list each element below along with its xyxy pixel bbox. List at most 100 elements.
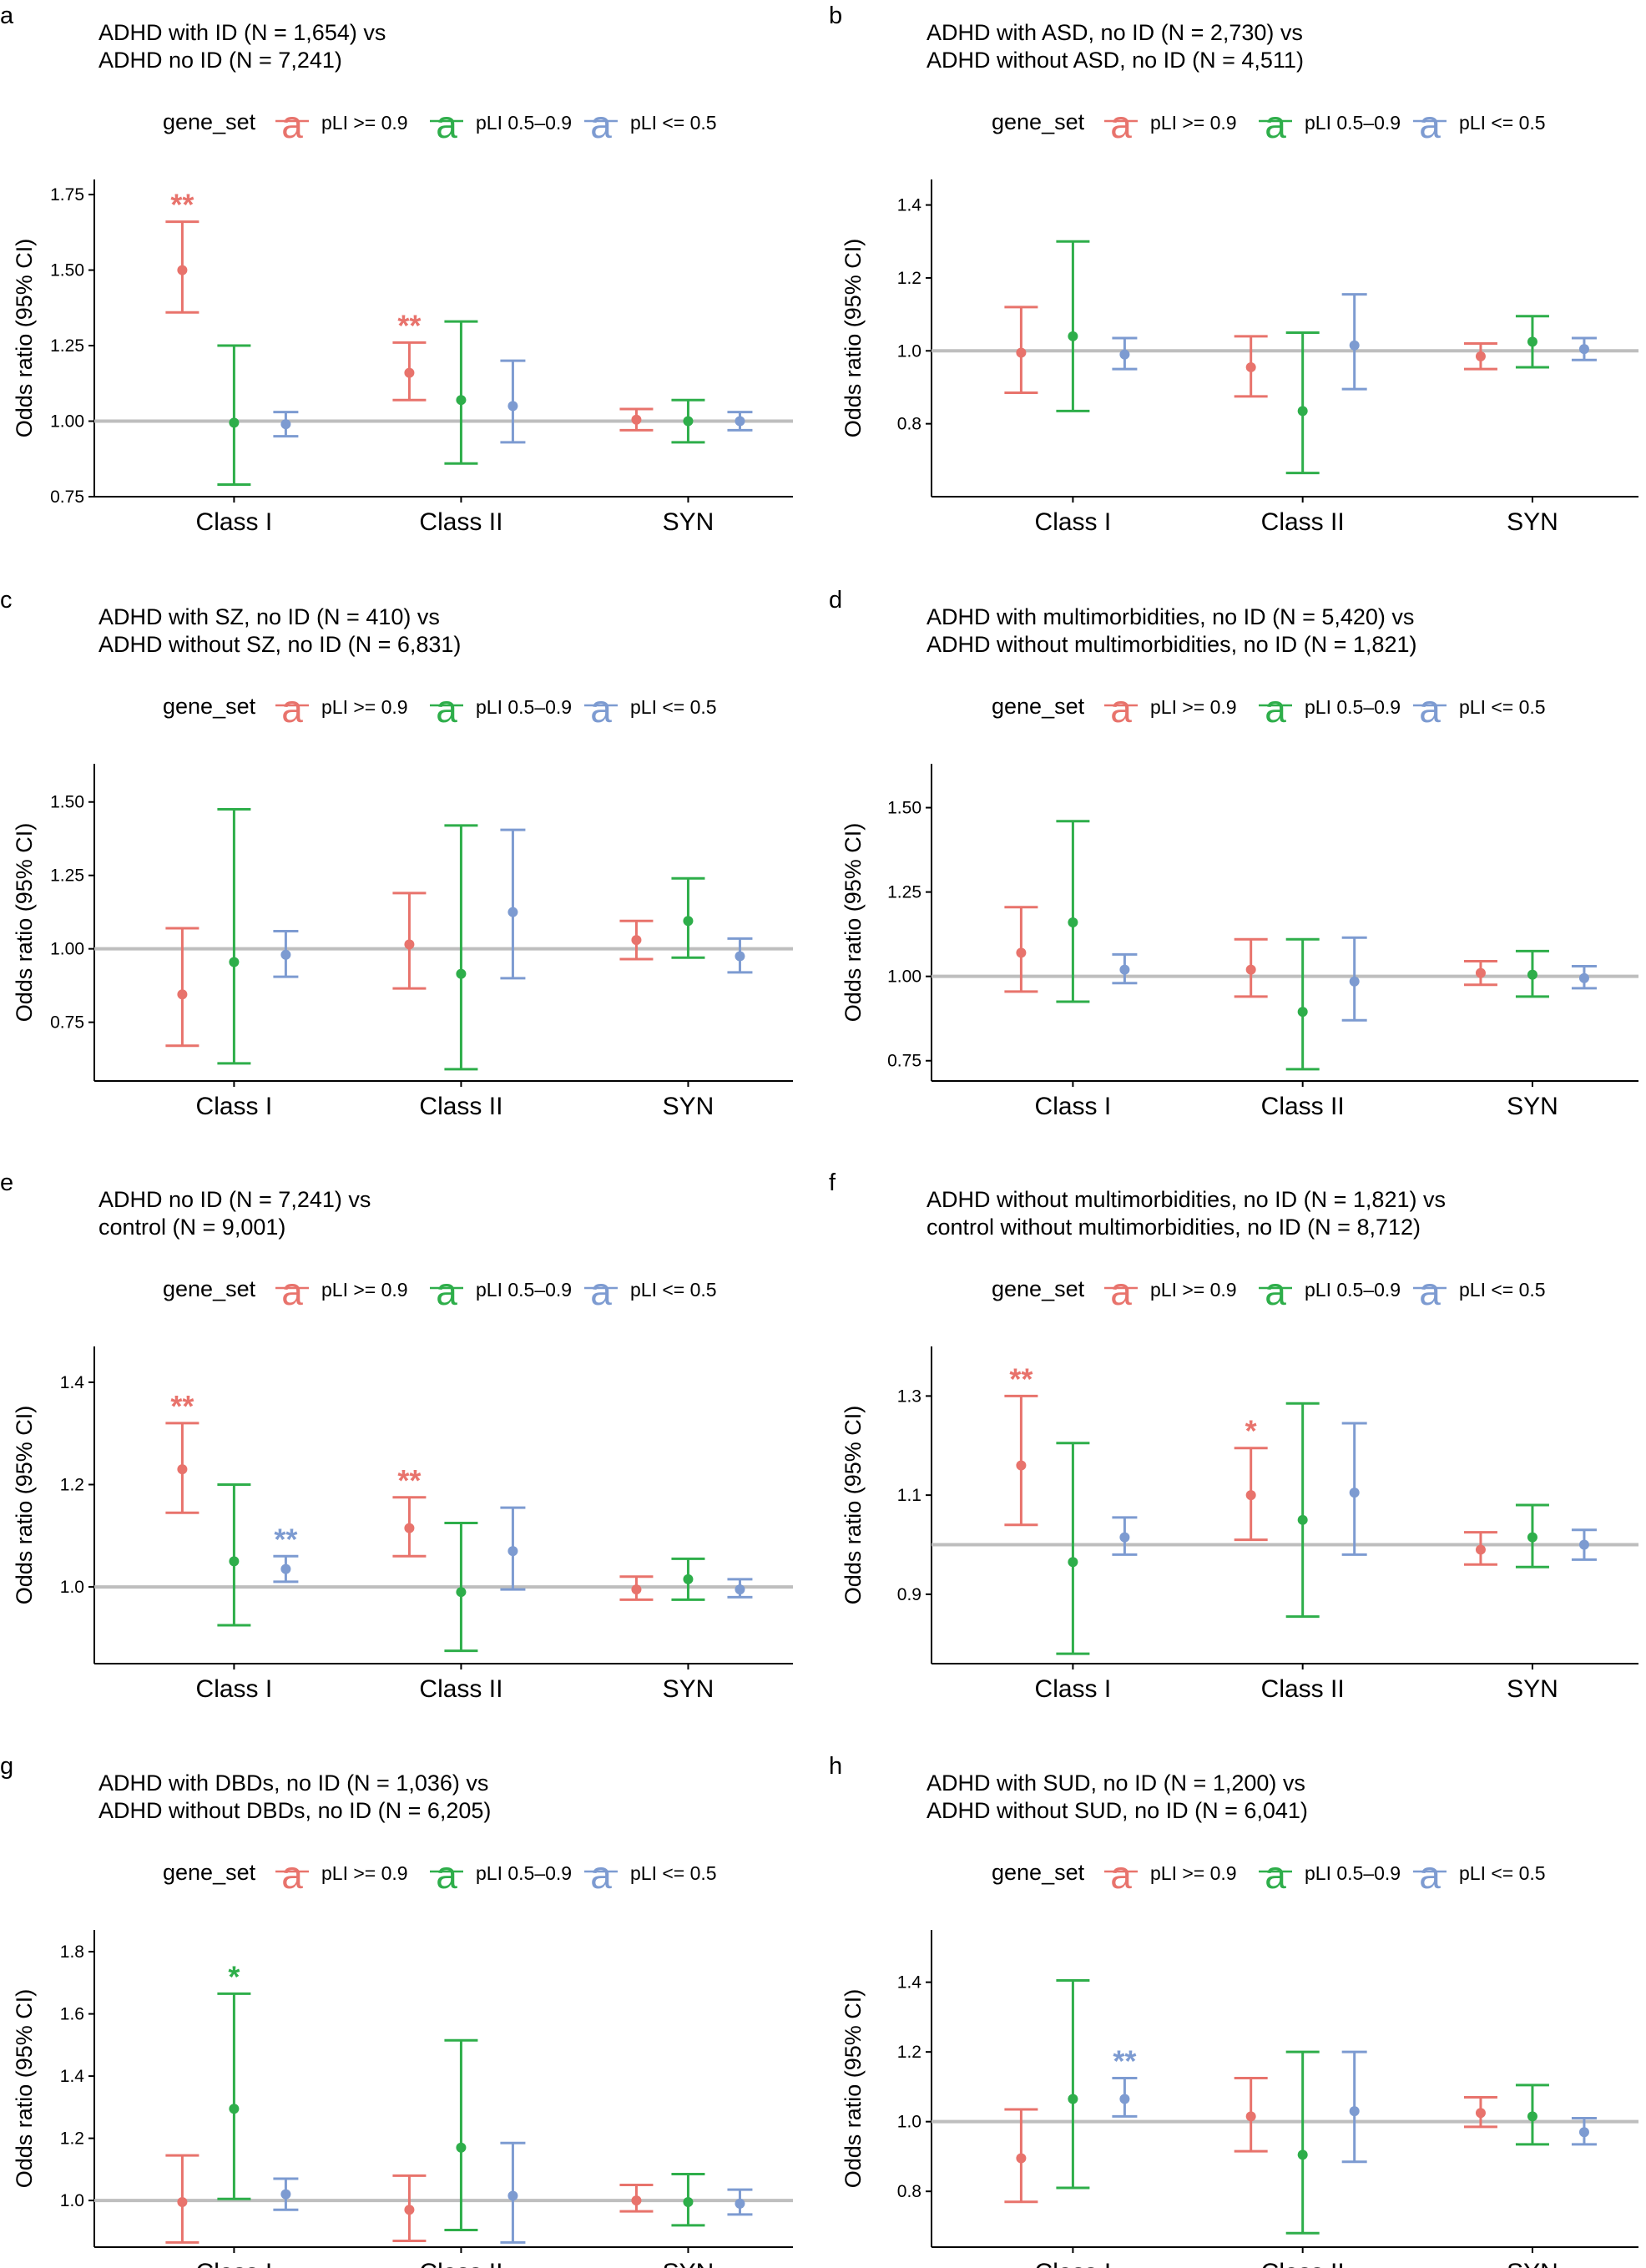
- y-tick-label: 1.25: [50, 336, 84, 356]
- x-tick-label: Class I: [196, 1675, 273, 1703]
- errorbar-mark: [1571, 336, 1597, 361]
- odds-ratio-point: [280, 419, 291, 430]
- odds-ratio-point: [1068, 331, 1078, 341]
- errorbar-mark: [1112, 336, 1138, 371]
- odds-ratio-point: [735, 1584, 745, 1595]
- odds-ratio-point: [1016, 2153, 1027, 2164]
- x-tick-label: Class II: [419, 1675, 502, 1703]
- odds-ratio-point: [1475, 1544, 1486, 1555]
- y-tick-label: 1.00: [50, 940, 84, 959]
- panel-title-line: ADHD without multimorbidities, no ID (N …: [927, 632, 1416, 657]
- odds-ratio-point: [683, 1573, 694, 1584]
- errorbar-mark: [1463, 342, 1497, 371]
- errorbar-mark: *: [217, 1959, 251, 2200]
- legend-item: a pLI <= 0.5: [584, 1270, 717, 1313]
- odds-ratio-point: [507, 1546, 518, 1557]
- legend-title: gene_set: [992, 1276, 1085, 1301]
- odds-ratio-point: [456, 2142, 467, 2153]
- legend-item: a pLI >= 0.9: [275, 687, 408, 730]
- significance-star: **: [397, 1463, 421, 1498]
- errorbar-mark: [1571, 965, 1597, 990]
- legend-title: gene_set: [163, 109, 256, 134]
- errorbar-mark: [273, 2177, 299, 2211]
- legend-key-glyph: a: [590, 687, 612, 730]
- odds-ratio-point: [404, 1523, 415, 1533]
- significance-star: **: [170, 188, 194, 222]
- errorbar-mark: **: [392, 308, 427, 402]
- errorbar-mark: [1056, 240, 1090, 412]
- odds-ratio-point: [456, 968, 467, 979]
- legend-label: pLI >= 0.9: [321, 112, 408, 134]
- x-tick-label: SYN: [1507, 1093, 1558, 1120]
- errorbar-mark: [1112, 1516, 1138, 1556]
- odds-ratio-point: [280, 1563, 291, 1574]
- y-tick-label: 0.75: [50, 487, 84, 507]
- errorbar-mark: [1056, 1979, 1090, 2190]
- odds-ratio-point: [1016, 347, 1027, 358]
- legend-label: pLI 0.5–0.9: [1305, 696, 1401, 718]
- panel-title-line: ADHD without DBDs, no ID (N = 6,205): [98, 1798, 491, 1823]
- significance-star: **: [170, 1389, 194, 1423]
- odds-ratio-point: [1475, 2108, 1486, 2119]
- odds-ratio-point: [1349, 2106, 1360, 2117]
- errorbar-mark: [1234, 937, 1268, 998]
- panel-title-line: control without multimorbidities, no ID …: [927, 1215, 1421, 1240]
- y-tick-label: 1.3: [897, 1387, 921, 1406]
- panel-title-line: ADHD with ID (N = 1,654) vs: [98, 20, 386, 45]
- odds-ratio-point: [631, 414, 642, 425]
- legend-title: gene_set: [992, 109, 1085, 134]
- panel-letter: e: [0, 1169, 13, 1196]
- odds-ratio-point: [1527, 1532, 1537, 1543]
- errorbar-mark: [1341, 1422, 1367, 1556]
- legend-item: a pLI >= 0.9: [1104, 687, 1237, 730]
- x-tick-label: Class II: [1261, 508, 1345, 536]
- errorbar-mark: [1515, 949, 1549, 998]
- odds-ratio-point: [507, 907, 518, 917]
- x-tick-label: Class II: [1261, 2259, 1345, 2268]
- legend-item: a pLI >= 0.9: [275, 103, 408, 146]
- odds-ratio-point: [1245, 964, 1256, 975]
- panel-h: h ADHD with SUD, no ID (N = 1,200) vsADHD…: [829, 1753, 1638, 2268]
- odds-ratio-point: [631, 935, 642, 946]
- errorbar-mark: [1056, 820, 1090, 1003]
- legend-label: pLI >= 0.9: [1150, 1279, 1237, 1301]
- legend-key-glyph: a: [1265, 687, 1286, 730]
- significance-star: *: [228, 1959, 240, 1993]
- y-tick-label: 1.25: [50, 866, 84, 886]
- odds-ratio-point: [1527, 969, 1537, 980]
- odds-ratio-point: [1297, 2149, 1308, 2160]
- odds-ratio-point: [229, 1556, 240, 1567]
- odds-ratio-point: [1068, 917, 1078, 927]
- errorbar-mark: [217, 344, 251, 487]
- legend-label: pLI 0.5–0.9: [476, 1862, 572, 1884]
- y-tick-label: 1.4: [897, 1973, 922, 1993]
- panel-e: e ADHD no ID (N = 7,241) vs control (N = 9…: [0, 1169, 793, 1703]
- odds-ratio-point: [735, 416, 745, 427]
- legend-label: pLI 0.5–0.9: [1305, 1862, 1401, 1884]
- legend-key-glyph: a: [281, 1853, 303, 1897]
- legend-item: a pLI <= 0.5: [1413, 103, 1546, 146]
- errorbar-mark: [500, 1506, 526, 1591]
- legend-item: a pLI <= 0.5: [1413, 1853, 1546, 1897]
- errorbar-mark: [1341, 936, 1367, 1022]
- x-tick-label: SYN: [663, 2259, 714, 2268]
- panel-letter: b: [829, 3, 842, 29]
- odds-ratio-point: [507, 2190, 518, 2201]
- legend-label: pLI <= 0.5: [630, 696, 717, 718]
- y-tick-label: 1.2: [897, 269, 921, 288]
- significance-star: *: [1245, 1414, 1257, 1448]
- errorbar-mark: **: [273, 1522, 299, 1584]
- errorbar-mark: **: [392, 1463, 427, 1558]
- legend-key-glyph: a: [1265, 1270, 1286, 1313]
- legend-item: a pLI >= 0.9: [275, 1853, 408, 1897]
- errorbar-mark: [1234, 2076, 1268, 2153]
- errorbar-mark: [1285, 331, 1320, 475]
- y-tick-label: 1.2: [60, 1475, 84, 1494]
- errorbar-mark: [217, 808, 251, 1065]
- panel-letter: d: [829, 587, 842, 614]
- legend-label: pLI 0.5–0.9: [476, 696, 572, 718]
- errorbar-mark: [1515, 315, 1549, 369]
- legend-item: a pLI <= 0.5: [584, 1853, 717, 1897]
- y-axis-label: Odds ratio (95% CI): [12, 1406, 37, 1605]
- y-tick-label: 1.50: [50, 793, 84, 812]
